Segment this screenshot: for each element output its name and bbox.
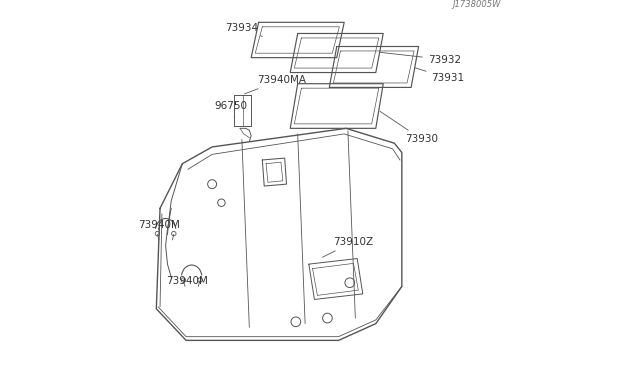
Text: 73930: 73930	[380, 111, 438, 144]
Text: 73931: 73931	[415, 68, 465, 83]
Text: 73932: 73932	[380, 52, 461, 64]
Text: 73940M: 73940M	[138, 220, 180, 230]
Text: 73940M: 73940M	[166, 276, 207, 286]
Text: 73910Z: 73910Z	[323, 237, 373, 257]
Text: J1738005W: J1738005W	[452, 0, 500, 9]
Text: 73940MA: 73940MA	[244, 75, 306, 94]
Text: 73934: 73934	[225, 23, 262, 36]
Text: 96750: 96750	[214, 101, 247, 117]
